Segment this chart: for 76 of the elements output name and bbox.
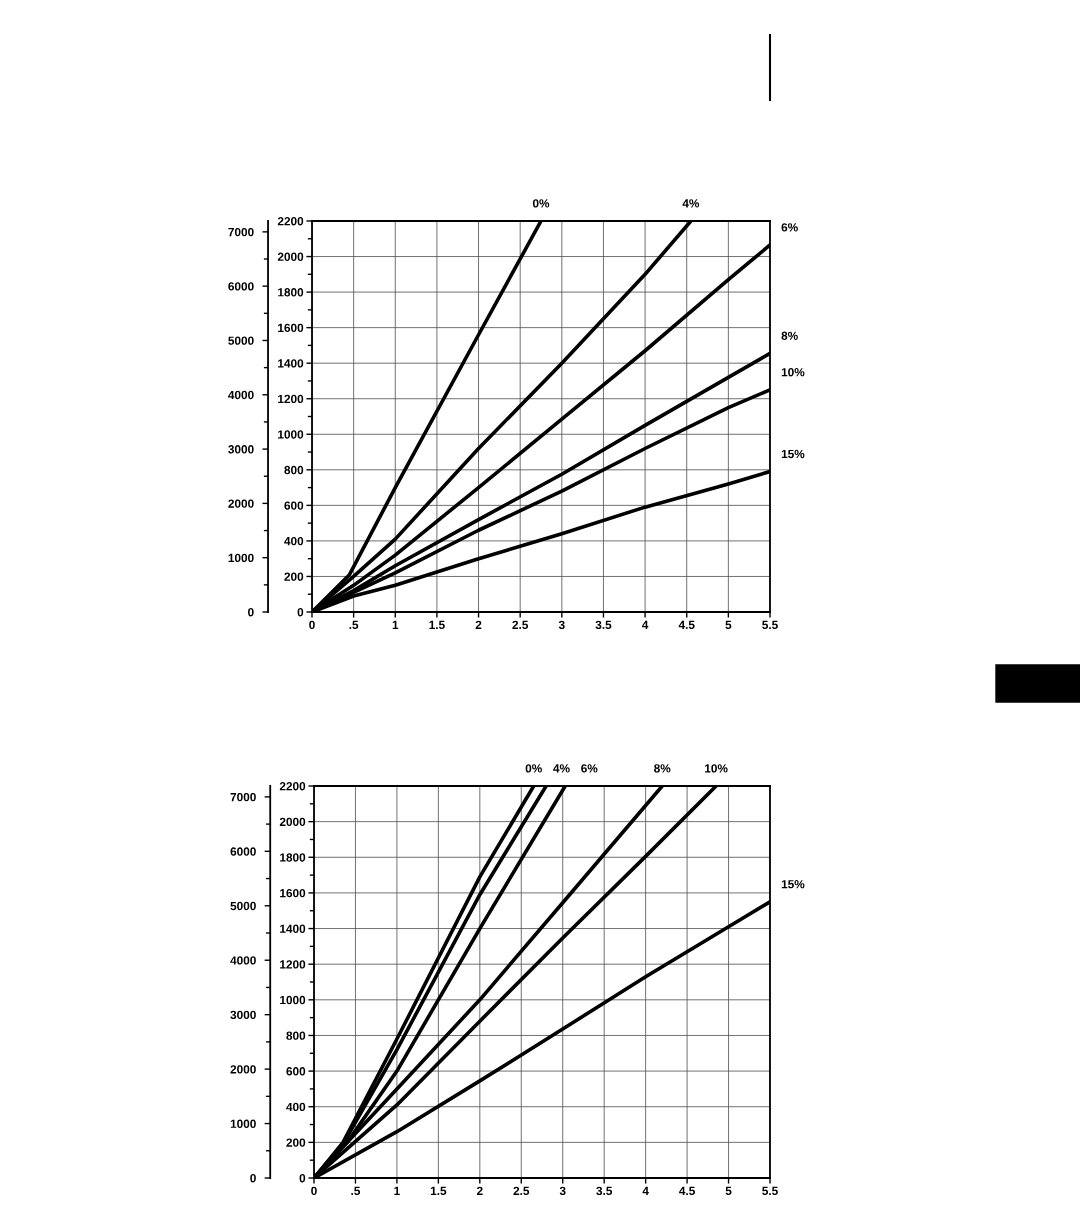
x-tick-label: 5.5 <box>762 620 778 629</box>
y-tick-label: 0 <box>297 608 304 617</box>
x-tick-label: 0 <box>309 620 315 629</box>
y-tick-label: 1800 <box>280 853 306 862</box>
y2-tick-label: 4000 <box>228 390 254 400</box>
y2-tick-label: 6000 <box>230 847 256 856</box>
y-tick-label: 1200 <box>278 394 304 404</box>
x-tick-label: 3 <box>559 1186 566 1196</box>
series-label: 10% <box>781 368 805 377</box>
x-tick-label: 3.5 <box>595 620 612 630</box>
y2-tick-label: 0 <box>250 1174 256 1183</box>
x-tick-label: 4 <box>641 620 649 629</box>
x-tick-label: 3.5 <box>596 1186 613 1196</box>
series-label: 8% <box>781 331 798 340</box>
x-tick-label: 5.5 <box>762 1186 778 1195</box>
y2-tick-label: 0 <box>248 608 254 617</box>
y-tick-label: 1200 <box>280 960 306 969</box>
x-tick-label: 1 <box>392 620 399 629</box>
x-tick-label: 4.5 <box>678 620 695 629</box>
y-tick-label: 2000 <box>277 252 304 261</box>
y-tick-label: 2200 <box>277 217 304 226</box>
y2-tick-label: 1000 <box>230 1119 256 1128</box>
x-tick-label: 2 <box>475 620 482 629</box>
x-tick-label: 1.5 <box>429 620 445 629</box>
series-label: 0% <box>525 764 542 773</box>
y2-tick-label: 6000 <box>228 282 254 291</box>
series-label: 15% <box>781 880 805 889</box>
y-tick-label: 800 <box>286 1031 306 1040</box>
y-tick-label: 1000 <box>278 430 304 439</box>
y-tick-label: 200 <box>284 572 304 581</box>
x-tick-label: 2.5 <box>513 1186 530 1195</box>
series-label: 4% <box>682 199 700 208</box>
y2-tick-label: 3000 <box>228 445 254 454</box>
series-label: 8% <box>654 764 671 773</box>
y-tick-label: 600 <box>284 501 304 510</box>
y2-tick-label: 2000 <box>230 1065 256 1074</box>
y2-tick-label: 1000 <box>228 553 254 563</box>
y2-tick-label: 7000 <box>228 227 254 237</box>
x-tick-label: 5 <box>725 1186 732 1195</box>
y2-tick-label: 7000 <box>230 792 256 802</box>
y-tick-label: 400 <box>284 536 304 546</box>
x-tick-label: 1 <box>394 1186 400 1195</box>
y-tick-label: 1600 <box>278 323 304 333</box>
y-tick-label: 800 <box>284 465 304 475</box>
x-tick-label: 4.5 <box>679 1186 695 1195</box>
y2-tick-label: 4000 <box>230 956 256 965</box>
x-tick-label: .5 <box>351 1186 361 1195</box>
y2-tick-label: 5000 <box>228 336 254 345</box>
y2-tick-label: 3000 <box>230 1010 256 1020</box>
series-label: 10% <box>705 764 728 773</box>
series-label: 6% <box>781 223 798 232</box>
series-label: 15% <box>781 449 805 459</box>
y2-tick-label: 2000 <box>228 499 254 508</box>
y-tick-label: 600 <box>286 1067 306 1076</box>
series-label: 0% <box>532 199 550 208</box>
x-tick-label: 4 <box>642 1186 649 1195</box>
y-tick-label: 400 <box>286 1102 306 1112</box>
series-label: 6% <box>581 764 598 773</box>
series-label: 4% <box>553 764 570 773</box>
x-tick-label: 3 <box>558 620 565 630</box>
y-tick-label: 1800 <box>278 288 304 297</box>
y-tick-label: 1600 <box>280 888 306 898</box>
y-tick-label: 2000 <box>279 817 306 827</box>
y-tick-label: 200 <box>286 1138 306 1147</box>
y2-tick-label: 5000 <box>230 901 256 911</box>
x-tick-label: 5 <box>725 620 732 629</box>
y-tick-label: 1000 <box>280 995 306 1005</box>
y-tick-label: 0 <box>299 1174 306 1183</box>
x-tick-label: 2.5 <box>512 620 529 629</box>
y-tick-label: 1400 <box>280 924 306 933</box>
x-tick-label: 0 <box>311 1186 317 1195</box>
y-tick-label: 1400 <box>278 359 304 368</box>
x-tick-label: .5 <box>349 620 359 629</box>
x-tick-label: 2 <box>476 1186 483 1195</box>
x-tick-label: 1.5 <box>430 1186 447 1195</box>
y-tick-label: 2200 <box>279 782 306 791</box>
